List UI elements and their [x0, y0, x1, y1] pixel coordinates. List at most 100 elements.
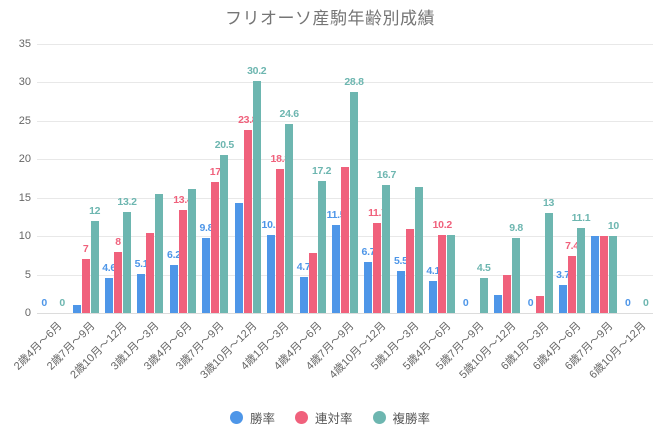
legend: 勝率 連対率 複勝率	[0, 408, 660, 427]
value-label: 9.8	[509, 221, 523, 234]
bar-勝率-5	[202, 237, 211, 313]
bar-連対率-8	[308, 253, 317, 313]
value-label: 28.8	[344, 75, 364, 88]
value-label: 0	[41, 297, 47, 309]
value-label: 11.1	[571, 211, 591, 224]
gridline	[37, 159, 653, 161]
bar-連対率-2	[114, 251, 123, 313]
bar-複勝率-13	[479, 278, 488, 313]
bar-連対率-15	[535, 296, 544, 313]
value-label: 13.2	[117, 195, 137, 208]
value-label: 16.7	[376, 168, 397, 181]
bar-勝率-16	[558, 284, 567, 313]
y-axis-tick-label: 0	[24, 307, 31, 319]
value-label: 5.5	[393, 254, 408, 267]
bar-連対率-11	[405, 229, 414, 313]
value-label: 7	[82, 243, 89, 256]
legend-label: 複勝率	[392, 412, 431, 426]
value-label: 24.6	[279, 107, 300, 120]
bar-連対率-16	[567, 256, 576, 313]
bar-連対率-12	[438, 234, 447, 313]
value-label: 10.2	[432, 218, 453, 231]
bar-複勝率-3	[155, 193, 164, 313]
bar-連対率-3	[146, 233, 155, 313]
bar-複勝率-5	[220, 155, 229, 313]
bar-複勝率-15	[544, 213, 553, 313]
bar-複勝率-16	[576, 227, 585, 313]
gridline	[37, 44, 653, 45]
y-axis-tick-label: 30	[18, 76, 31, 89]
bar-連対率-9	[341, 166, 349, 313]
legend-item-勝率[interactable]: 勝率	[229, 408, 275, 427]
value-label: 0	[643, 297, 649, 309]
value-label: 4.1	[426, 265, 441, 278]
chart-title: フリオーソ産駒年齢別成績	[225, 9, 435, 28]
bar-複勝率-8	[317, 180, 326, 313]
value-label: 23.8	[238, 114, 258, 127]
bar-勝率-1	[72, 305, 81, 313]
x-axis-line	[37, 313, 653, 314]
value-label: 0	[625, 297, 631, 309]
y-axis-tick-label: 15	[18, 191, 31, 204]
bar-勝率-14	[494, 294, 503, 313]
value-label: 9.8	[199, 221, 214, 234]
bar-複勝率-12	[447, 234, 456, 313]
bar-勝率-4	[169, 265, 178, 313]
value-label: 17.2	[311, 164, 332, 177]
value-label: 3.7	[556, 268, 570, 281]
bar-勝率-3	[137, 273, 146, 313]
gridline	[37, 82, 653, 84]
bar-複勝率-9	[350, 91, 358, 313]
bar-複勝率-6	[252, 80, 261, 313]
value-label: 13	[542, 197, 555, 210]
bar-連対率-5	[211, 182, 220, 313]
bar-複勝率-2	[123, 211, 132, 313]
value-label: 11.5	[326, 208, 346, 221]
bar-連対率-4	[178, 210, 187, 313]
bar-勝率-7	[267, 235, 276, 313]
bar-勝率-6	[234, 203, 243, 313]
value-label: 4.7	[296, 260, 311, 273]
bar-勝率-12	[429, 281, 438, 313]
bar-連対率-1	[81, 259, 90, 313]
value-label: 11.7	[368, 207, 387, 220]
value-label: 0	[527, 297, 534, 309]
value-label: 0	[462, 297, 469, 309]
bar-勝率-8	[299, 276, 308, 313]
gridline	[37, 120, 653, 122]
value-label: 4.6	[102, 261, 116, 274]
legend-label: 連対率	[314, 412, 353, 426]
value-label: 7.4	[565, 240, 579, 253]
y-axis-tick-label: 35	[18, 38, 31, 50]
value-label: 30.2	[247, 64, 267, 77]
value-label: 12	[89, 204, 101, 217]
legend-item-複勝率[interactable]: 複勝率	[372, 408, 431, 427]
bar-複勝率-11	[414, 186, 423, 313]
legend-item-連対率[interactable]: 連対率	[294, 408, 353, 427]
bar-連対率-17	[600, 236, 609, 313]
bar-勝率-11	[396, 270, 405, 313]
bar-勝率-9	[332, 224, 340, 313]
value-label: 0	[59, 297, 65, 309]
bar-連対率-7	[276, 168, 285, 313]
value-label: 20.5	[214, 139, 235, 152]
value-label: 6.7	[361, 245, 376, 258]
bar-複勝率-14	[512, 237, 521, 313]
bar-複勝率-17	[609, 236, 618, 313]
y-axis-tick-label: 5	[24, 268, 31, 281]
value-label: 6.2	[167, 249, 181, 262]
bar-複勝率-7	[285, 123, 294, 313]
bar-複勝率-10	[382, 184, 391, 313]
legend-marker-icon	[229, 411, 243, 424]
bar-連対率-14	[503, 275, 512, 313]
bar-勝率-2	[105, 277, 114, 313]
y-axis-tick-label: 20	[18, 153, 31, 166]
bar-勝率-17	[591, 236, 600, 313]
value-label: 17	[209, 166, 221, 179]
legend-marker-icon	[294, 411, 308, 424]
bar-勝率-10	[364, 261, 373, 313]
bar-連対率-10	[373, 223, 382, 313]
value-label: 8	[115, 235, 121, 248]
legend-marker-icon	[372, 411, 386, 424]
